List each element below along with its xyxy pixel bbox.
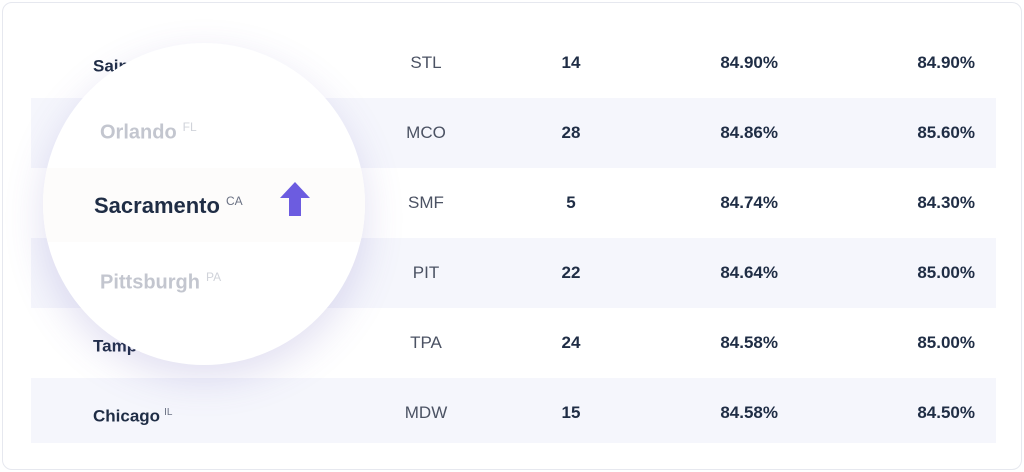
count: 24 [561,333,581,352]
percent: 84.74% [720,193,778,212]
code: MCO [406,123,446,142]
percent: 85.00% [917,263,975,282]
state: FL [182,120,197,134]
percent: 84.64% [720,263,778,282]
city: Chicago [93,406,161,426]
count: 14 [561,53,581,72]
percent: 84.30% [917,193,975,212]
state: CA [225,193,243,208]
code: STL [410,53,442,72]
code: MDW [404,403,448,422]
code: PIT [412,263,440,282]
city: Pittsburgh [100,271,200,294]
count: 15 [561,403,581,422]
magnified-city: Orlando FL [100,120,197,145]
magnifier: Orlando FL Sacramento CA Pittsburgh PA [43,43,365,365]
percent: 84.90% [720,53,778,72]
percent: 84.86% [720,123,778,142]
magnified-city: Sacramento CA [94,193,243,219]
percent: 84.90% [917,53,975,72]
count: 28 [561,123,581,142]
percent: 84.50% [917,403,975,422]
percent: 85.60% [917,123,975,142]
code: SMF [408,193,444,212]
city-cell: Chicago IL [93,378,172,452]
focus-band [43,168,365,242]
city: Sacramento [94,193,220,218]
count: 22 [561,263,581,282]
percent: 84.58% [720,333,778,352]
city: Orlando [100,121,177,144]
magnified-city: Pittsburgh PA [100,270,221,295]
table-row: Chicago IL MDW 15 84.58% 84.50% [31,378,996,443]
percent: 84.58% [720,403,778,422]
state: PA [206,270,222,284]
code: TPA [410,333,442,352]
count: 5 [566,193,576,212]
state: IL [164,407,173,418]
percent: 85.00% [917,333,975,352]
up-arrow-icon [280,182,310,216]
